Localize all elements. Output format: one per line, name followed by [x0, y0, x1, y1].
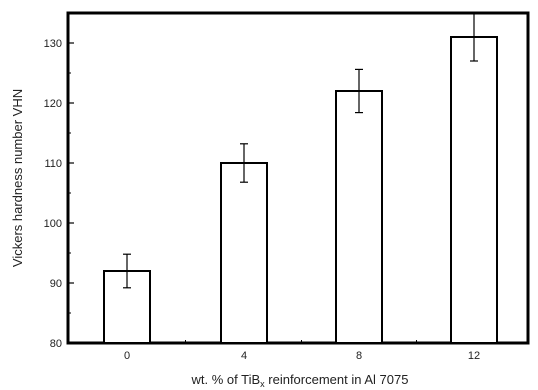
y-tick-label: 110 — [44, 158, 62, 170]
x-axis-label: wt. % of TiBx reinforcement in Al 7075 — [191, 372, 409, 389]
y-tick-label: 120 — [44, 98, 62, 110]
y-tick-label: 100 — [44, 218, 62, 230]
x-axis-label-main: wt. % of TiB — [191, 372, 261, 387]
x-tick-label: 12 — [468, 350, 480, 362]
y-tick-label: 80 — [50, 338, 62, 350]
bars — [103, 36, 498, 344]
y-axis-ticks: 80 90 100 110 120 130 — [44, 38, 74, 350]
x-tick-label: 4 — [241, 350, 247, 362]
x-axis-ticks: 0 4 8 12 — [124, 337, 480, 362]
bar — [220, 162, 268, 344]
x-axis-label-subscript: x — [260, 379, 265, 389]
bar — [450, 36, 498, 344]
x-axis-label-rest: reinforcement in Al 7075 — [265, 372, 409, 387]
plot-frame — [66, 11, 530, 345]
y-axis-label: Vickers hardness number VHN — [10, 89, 25, 267]
y-tick-label: 130 — [44, 38, 62, 50]
x-tick-label: 0 — [124, 350, 130, 362]
bar — [335, 90, 383, 344]
error-bars — [123, 12, 478, 289]
y-tick-label: 90 — [50, 278, 62, 290]
x-tick-label: 8 — [356, 350, 362, 362]
